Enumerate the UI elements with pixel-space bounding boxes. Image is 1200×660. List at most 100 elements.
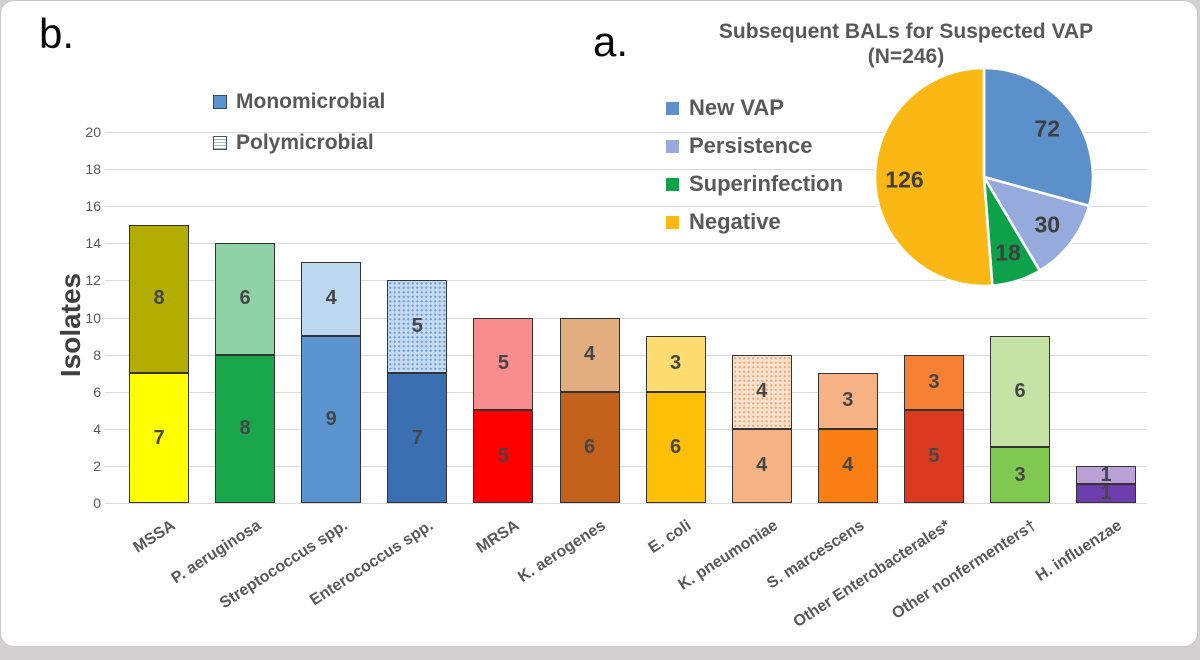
bar-segment-monomicrobial-mssa: 7 — [129, 373, 189, 503]
bar-legend-label: Monomicrobial — [236, 90, 386, 113]
bar-segment-polymicrobial-e-coli: 3 — [645, 336, 706, 392]
bar-segment-polymicrobial-mrsa: 5 — [473, 317, 534, 411]
gridline — [105, 317, 1147, 319]
gridline — [105, 465, 1147, 467]
pie-slice-persistence — [982, 175, 1091, 272]
pie-legend-item-negative: Negative — [666, 211, 781, 233]
bar-segment-monomicrobial-p-aeruginosa: 8 — [215, 354, 276, 503]
bar-segment-polymicrobial-enterococcus-spp-: 5 — [387, 280, 448, 374]
y-axis-tick-label: 4 — [93, 420, 101, 437]
category-label: E. coli — [646, 517, 695, 557]
gridline — [105, 243, 1147, 245]
bar-segment-monomicrobial-other-enterobacterales-: 5 — [903, 410, 964, 503]
category-label: Other nonfermenters† — [889, 517, 1040, 623]
bar-value-label: 3 — [842, 389, 854, 412]
bar-value-label: 4 — [325, 287, 337, 310]
category-label: H. influenzae — [1033, 517, 1126, 586]
pie-title-line1: Subsequent BALs for Suspected VAP — [718, 20, 1094, 43]
bar-value-label: 7 — [153, 426, 165, 449]
pie-legend-item-persistence: Persistence — [666, 135, 813, 157]
pie-value-label: 126 — [885, 166, 924, 193]
figure-card: b. a. Subsequent BALs for Suspected VAP … — [0, 0, 1198, 647]
bar-segment-monomicrobial-e-coli: 6 — [645, 391, 706, 503]
bar-value-label: 4 — [583, 343, 596, 366]
bar-value-label: 6 — [1014, 380, 1026, 403]
gridline — [105, 169, 1147, 171]
bar-value-label: 6 — [239, 287, 251, 310]
bar-segment-polymicrobial-k-aerogenes: 4 — [559, 317, 620, 392]
pie-legend-label: Persistence — [689, 133, 813, 158]
bar-value-label: 5 — [497, 445, 509, 468]
pie-svg — [873, 66, 1095, 288]
bar-segment-polymicrobial-h-influenzae: 1 — [1076, 463, 1137, 486]
bar-legend-item-polymicrobial: Polymicrobial — [213, 132, 374, 153]
y-axis-tick-label: 2 — [93, 457, 101, 474]
pie-value-label: 72 — [1034, 115, 1061, 142]
bar-segment-polymicrobial-other-enterobacterales-: 3 — [903, 354, 964, 411]
y-axis-tick-label: 14 — [85, 235, 101, 252]
gridline — [105, 354, 1147, 356]
pie-slice-negative — [873, 66, 994, 288]
bar-value-label: 5 — [497, 352, 509, 375]
bar-segment-monomicrobial-other-nonfermenters-: 3 — [990, 447, 1050, 503]
category-label: K. aerogenes — [515, 517, 609, 586]
panel-b-label: b. — [39, 10, 75, 57]
bar-segment-monomicrobial-streptococcus-spp-: 9 — [301, 336, 362, 503]
superinfection-swatch-icon — [666, 177, 679, 191]
y-axis-tick-label: 18 — [85, 161, 101, 178]
pie-value-label: 18 — [995, 239, 1021, 266]
gridline — [105, 503, 1147, 504]
bar-value-label: 8 — [239, 417, 251, 440]
pie-chart: 72 30 18 126 — [869, 62, 1099, 292]
pie-legend-label: Superinfection — [689, 171, 844, 196]
bar-segment-monomicrobial-s-marcescens: 4 — [817, 428, 878, 503]
bar-value-label: 3 — [1014, 463, 1026, 486]
bar-segment-polymicrobial-p-aeruginosa: 6 — [215, 243, 276, 355]
pie-legend-item-superinfection: Superinfection — [666, 173, 843, 195]
gridline — [105, 428, 1147, 430]
pie-title-line2: (N=246) — [867, 45, 945, 68]
gridline — [105, 391, 1147, 393]
bar-value-label: 5 — [928, 445, 940, 468]
bar-value-label: 9 — [325, 408, 337, 431]
bar-value-label: 4 — [842, 454, 854, 477]
bar-value-label: 6 — [583, 435, 596, 458]
bar-segment-monomicrobial-mrsa: 5 — [473, 410, 534, 503]
pie-value-label: 30 — [1034, 211, 1061, 238]
bar-value-label: 3 — [670, 352, 682, 375]
y-axis-tick-label: 12 — [85, 272, 101, 289]
y-axis-tick-label: 20 — [85, 124, 101, 140]
gridline — [105, 132, 1147, 133]
persistence-swatch-icon — [666, 139, 679, 153]
bar-segment-polymicrobial-mssa: 8 — [129, 224, 189, 374]
bar-value-label: 1 — [1100, 463, 1112, 486]
bar-value-label: 5 — [411, 315, 423, 338]
bar-legend-item-monomicrobial: Monomicrobial — [213, 91, 385, 112]
bar-segment-polymicrobial-k-pneumoniae: 4 — [731, 354, 792, 429]
bar-segment-polymicrobial-other-nonfermenters-: 6 — [990, 336, 1050, 448]
pie-legend-label: New VAP — [689, 95, 784, 120]
bar-value-label: 4 — [756, 380, 768, 403]
bar-segment-monomicrobial-enterococcus-spp-: 7 — [387, 373, 448, 503]
gridline — [105, 280, 1147, 282]
category-label: Other Enterobacterales* — [790, 517, 954, 632]
pie-chart-title: Subsequent BALs for Suspected VAP (N=246… — [656, 19, 1156, 69]
gridline — [105, 206, 1147, 208]
bar-value-label: 3 — [928, 370, 940, 393]
bar-value-label: 1 — [1100, 482, 1112, 505]
bar-segment-polymicrobial-streptococcus-spp-: 4 — [301, 261, 362, 337]
bar-legend-label: Polymicrobial — [236, 131, 374, 154]
bar-segment-monomicrobial-k-aerogenes: 6 — [559, 391, 620, 503]
bar-value-label: 6 — [670, 435, 682, 458]
bar-segment-monomicrobial-k-pneumoniae: 4 — [731, 428, 792, 503]
category-label: MRSA — [473, 517, 523, 557]
bar-value-label: 4 — [756, 454, 768, 477]
category-label: MSSA — [130, 517, 179, 557]
new-vap-swatch-icon — [666, 101, 679, 115]
y-axis-tick-label: 10 — [85, 309, 101, 326]
bar-segment-polymicrobial-s-marcescens: 3 — [817, 373, 878, 429]
monomicrobial-swatch-icon — [213, 94, 227, 109]
pie-slice-new-vap — [982, 66, 1095, 208]
y-axis-tick-label: 16 — [85, 198, 101, 215]
bar-value-label: 8 — [153, 287, 165, 310]
